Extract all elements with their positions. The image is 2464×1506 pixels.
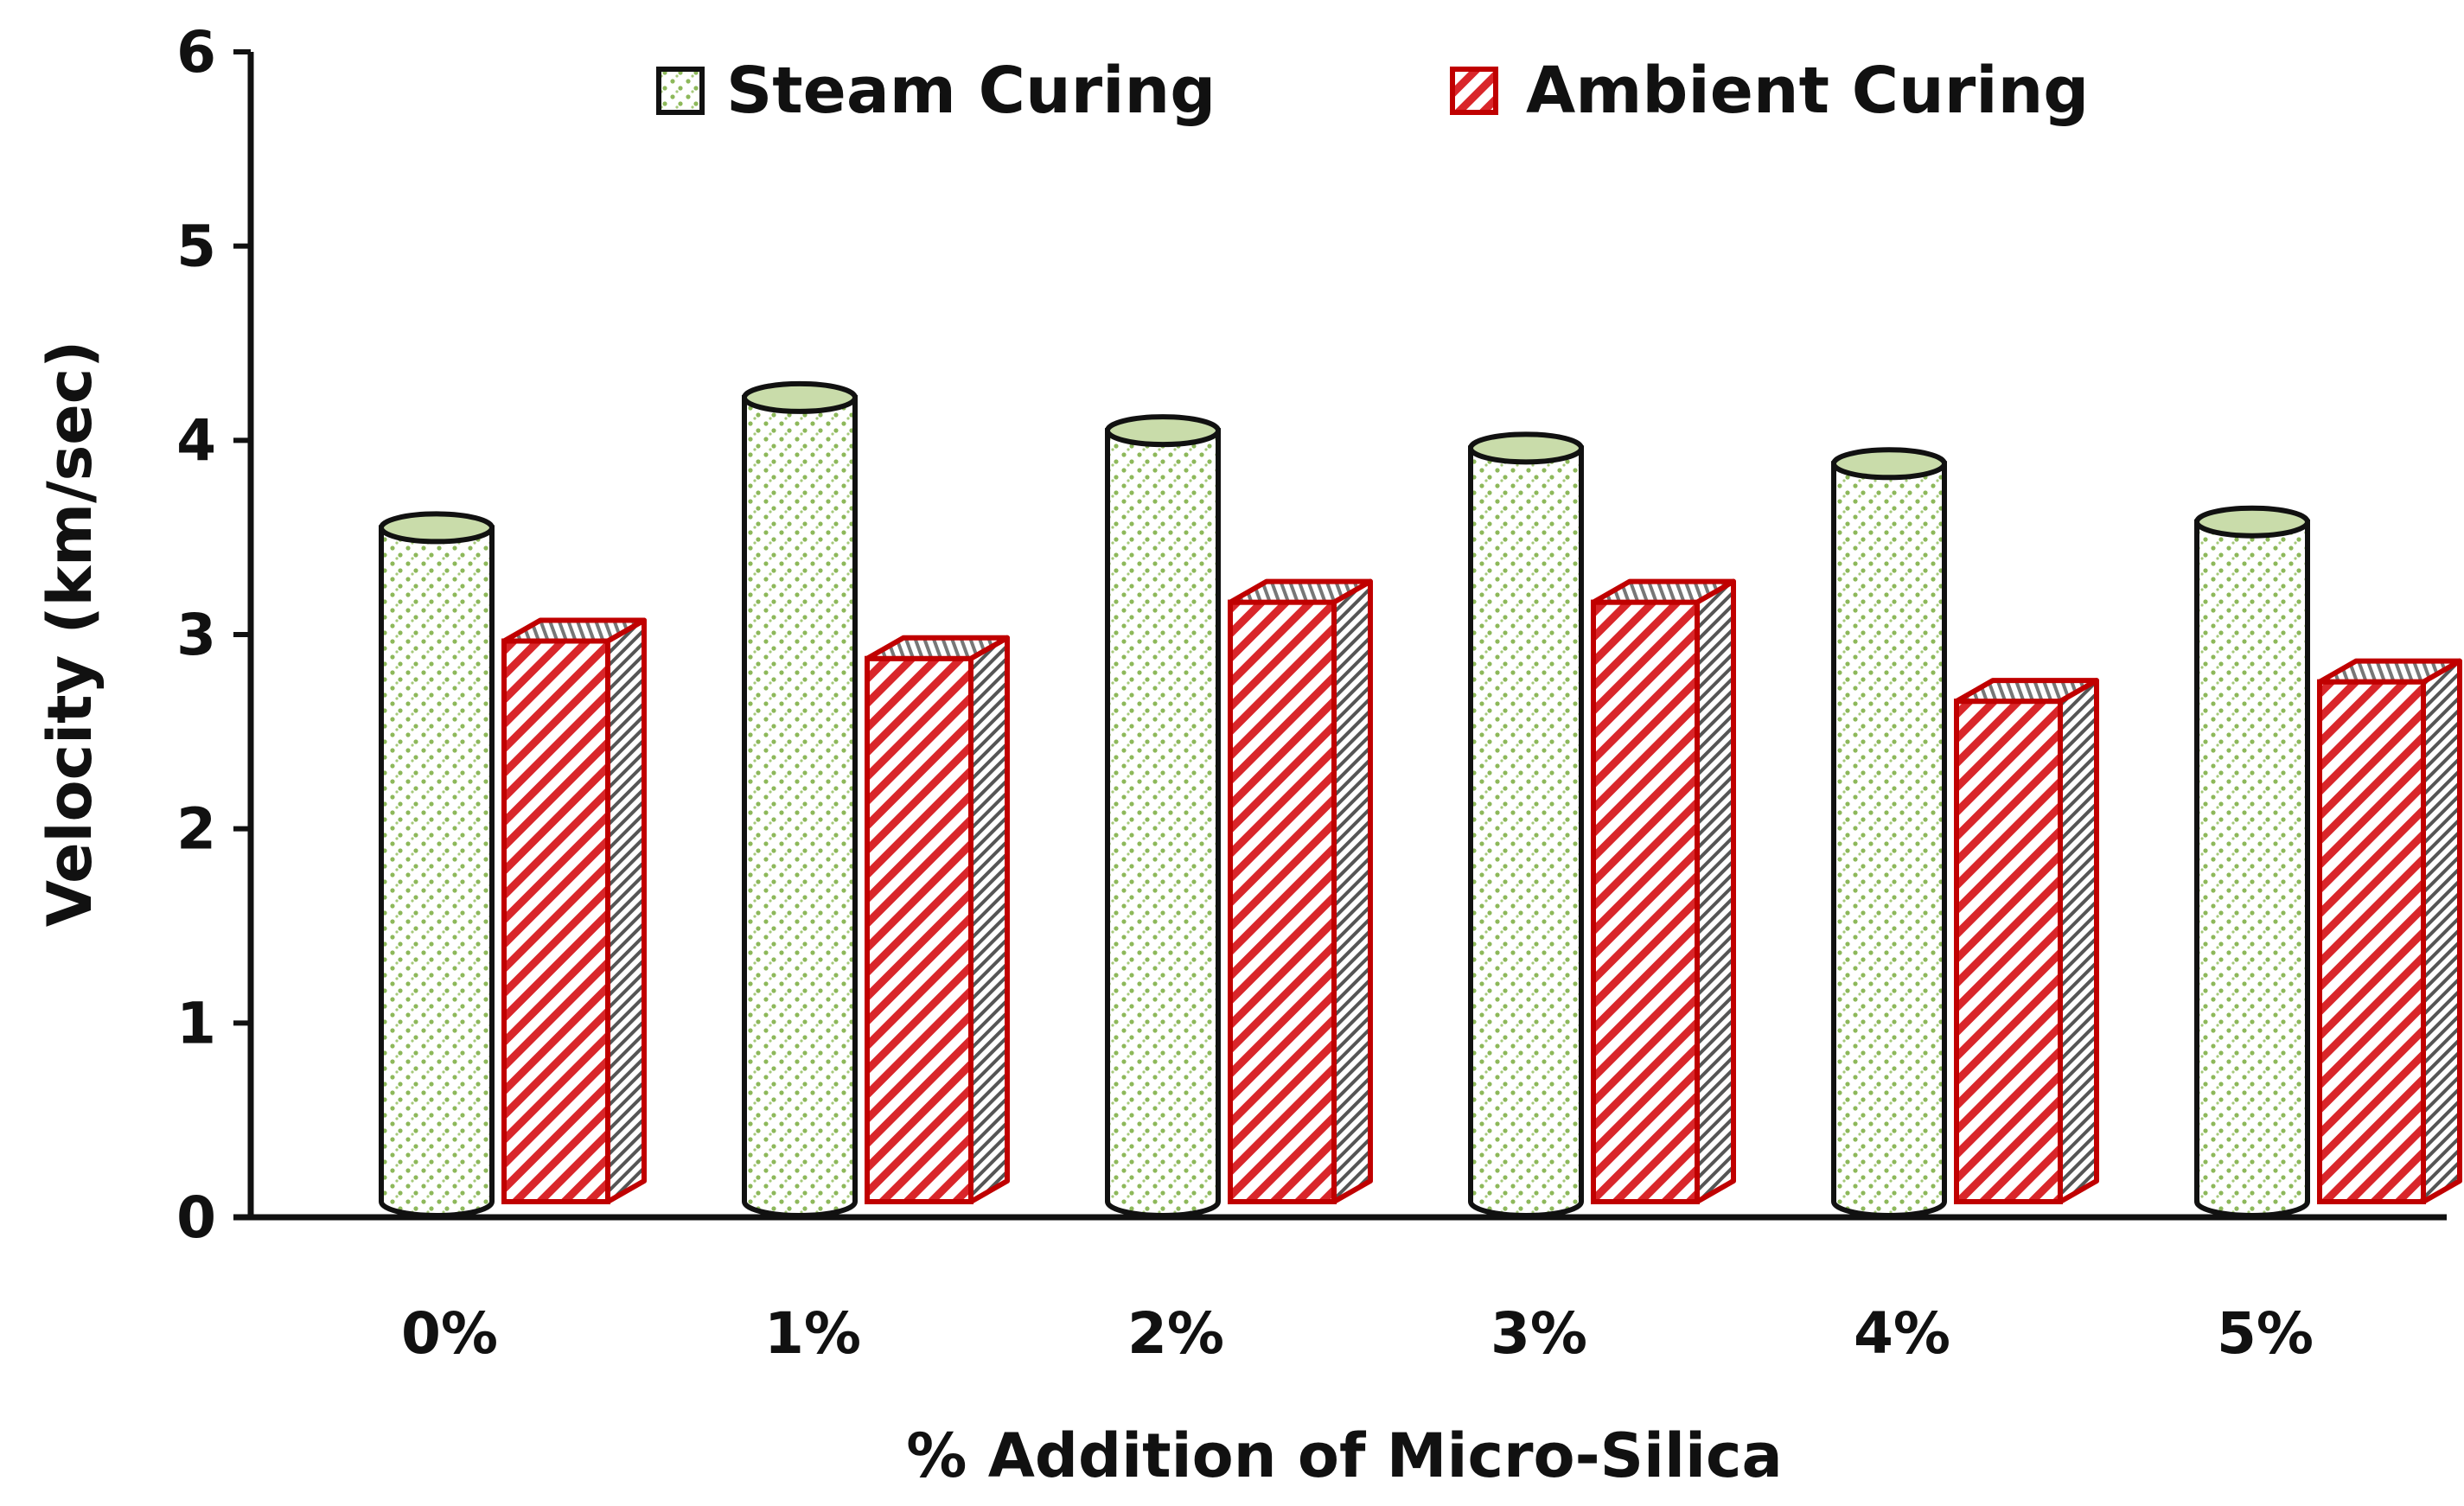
bar-steam [742,380,858,1218]
x-ticks: 0% 1% 2% 3% 4% 5% [401,1300,2314,1367]
bar-steam [1831,447,1947,1218]
bar-steam [1468,431,1584,1218]
bar-ambient [1591,578,1736,1204]
y-tick-label: 5 [176,214,216,280]
x-tick-label: 1% [764,1300,861,1367]
bar-steam [379,511,495,1218]
x-tick-label: 5% [2217,1300,2314,1367]
legend: Steam Curing Ambient Curing [656,54,2089,128]
x-tick-label: 3% [1491,1300,1587,1367]
bar-ambient [1228,578,1373,1204]
y-axis-title: Velocity (km/sec) [35,341,105,928]
bar-ambient [501,617,647,1204]
bar-ambient [865,635,1010,1204]
legend-swatch-ambient [1450,67,1498,115]
bar-steam [1105,414,1221,1218]
bar-ambient [2317,658,2462,1204]
bars-layer [379,380,2462,1218]
x-tick-label: 4% [1854,1300,1950,1367]
y-tick-label: 4 [176,407,216,474]
y-tick-label: 1 [176,990,216,1056]
x-tick-label: 0% [401,1300,498,1367]
y-ticks: 0 1 2 3 4 5 6 [176,19,251,1251]
legend-label-ambient: Ambient Curing [1526,54,2089,128]
legend-label-steam: Steam Curing [726,54,1216,128]
y-tick-label: 3 [176,602,216,668]
legend-swatch-steam [656,67,705,115]
y-tick-label: 2 [176,796,216,863]
bar-ambient [1954,678,2099,1204]
x-axis-title: % Addition of Micro-Silica [906,1420,1783,1491]
x-tick-label: 2% [1127,1300,1224,1367]
y-tick-label: 6 [176,19,216,86]
y-tick-label: 0 [176,1184,216,1251]
bar-steam [2194,505,2310,1218]
